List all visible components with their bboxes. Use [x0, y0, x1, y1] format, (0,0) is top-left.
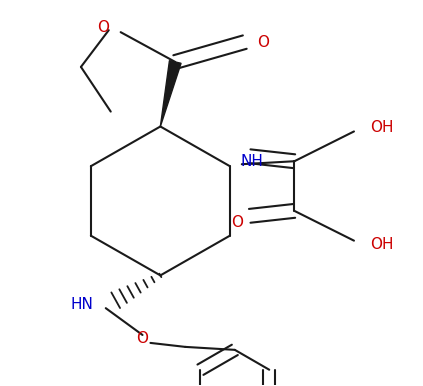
Polygon shape: [160, 61, 181, 127]
Text: OH: OH: [370, 120, 393, 135]
Text: NH: NH: [240, 154, 263, 169]
Text: HN: HN: [71, 297, 94, 312]
Text: O: O: [231, 215, 243, 230]
Text: O: O: [137, 332, 148, 347]
Text: O: O: [97, 20, 109, 35]
Text: OH: OH: [370, 237, 393, 252]
Text: O: O: [257, 35, 269, 49]
